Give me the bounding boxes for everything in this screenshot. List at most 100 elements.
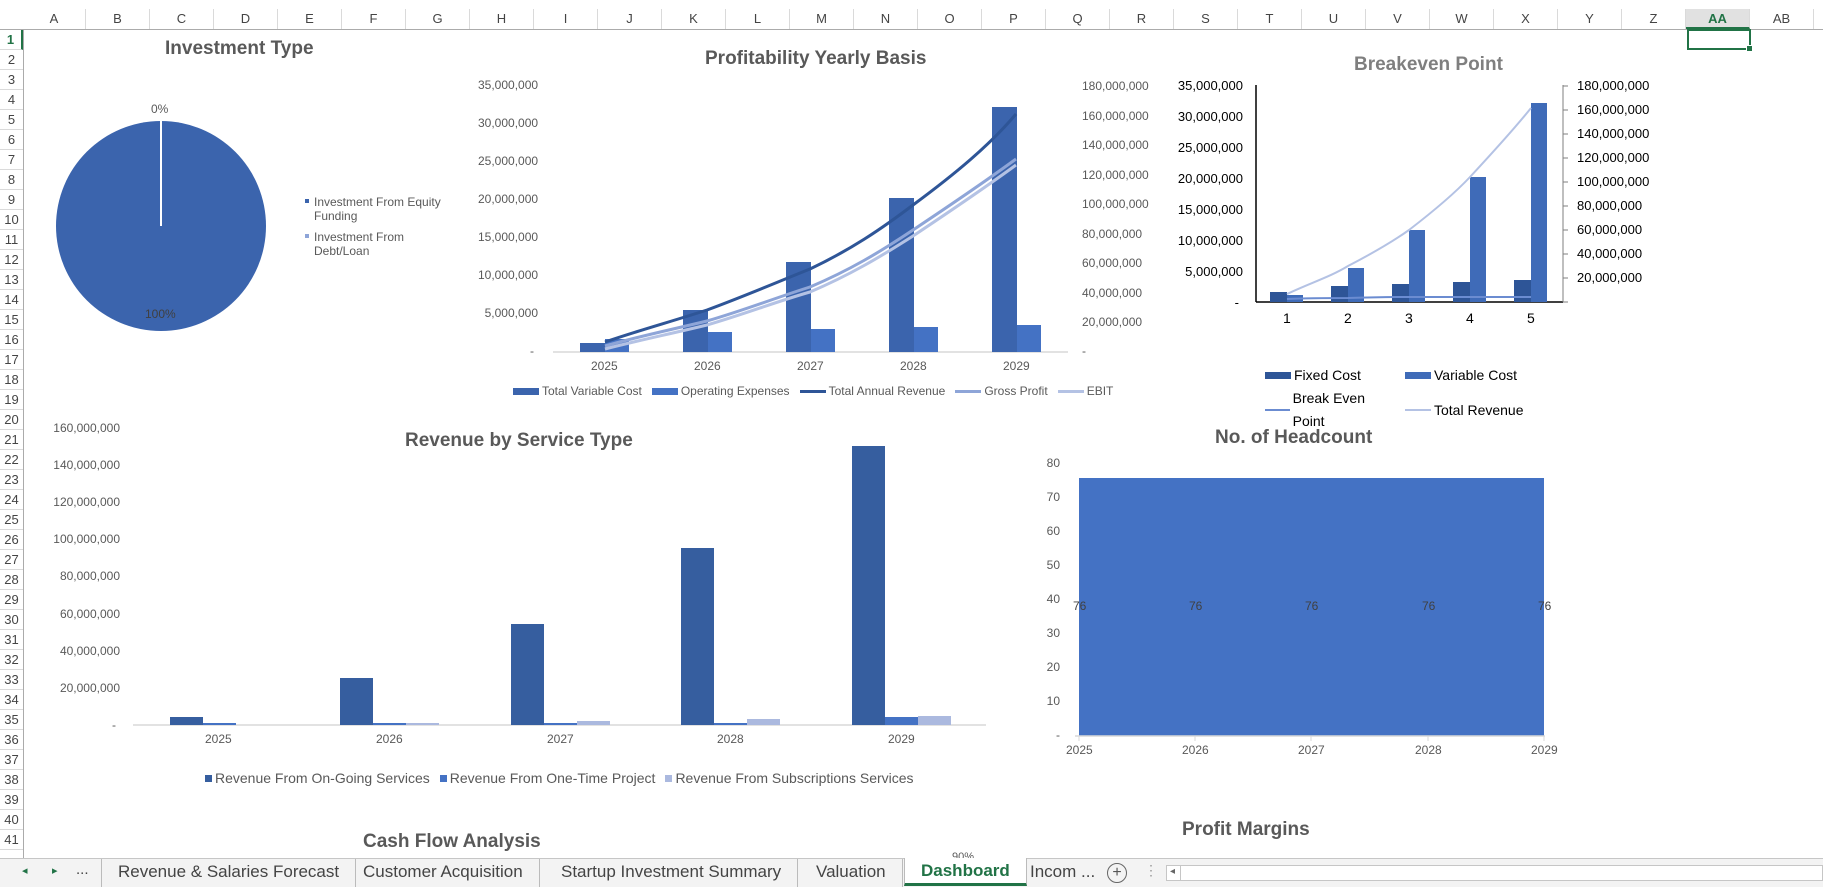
row-header-40[interactable]: 40 [0,810,23,830]
column-header-w[interactable]: W [1430,9,1494,29]
tab-income-truncated[interactable]: Incom ... [1030,862,1096,881]
column-header-g[interactable]: G [406,9,470,29]
y-axis-tick: 70 [1046,490,1060,504]
row-header-30[interactable]: 30 [0,610,23,630]
selected-cell-aa1[interactable] [1687,29,1753,52]
row-header-2[interactable]: 2 [0,50,23,70]
more-sheets-button[interactable]: ... [76,861,89,878]
row-header-32[interactable]: 32 [0,650,23,670]
column-header-f[interactable]: F [342,9,406,29]
row-header-36[interactable]: 36 [0,730,23,750]
x-axis-tick: 2027 [1298,743,1325,757]
row-header-38[interactable]: 38 [0,770,23,790]
left-axis-tick: 30,000,000 [1177,109,1243,124]
column-header-v[interactable]: V [1366,9,1430,29]
row-header-7[interactable]: 7 [0,150,23,170]
row-header-37[interactable]: 37 [0,750,23,770]
column-header-k[interactable]: K [662,9,726,29]
row-header-10[interactable]: 10 [0,210,23,230]
row-header-21[interactable]: 21 [0,430,23,450]
column-header-p[interactable]: P [982,9,1046,29]
row-header-9[interactable]: 9 [0,190,23,210]
splitter-handle[interactable]: ⋮ [1144,862,1158,878]
x-axis-tick: 5 [1527,310,1535,326]
column-header-o[interactable]: O [918,9,982,29]
legend-swatch [513,387,539,395]
row-header-23[interactable]: 23 [0,470,23,490]
column-header-x[interactable]: X [1494,9,1558,29]
column-header-z[interactable]: Z [1622,9,1686,29]
row-header-20[interactable]: 20 [0,410,23,430]
row-header-6[interactable]: 6 [0,130,23,150]
column-header-a[interactable]: A [23,9,86,29]
row-header-5[interactable]: 5 [0,110,23,130]
legend-item: Total Annual Revenue [799,384,945,398]
column-header-b[interactable]: B [86,9,150,29]
next-sheet-button[interactable]: ▸ [52,865,58,877]
row-header-33[interactable]: 33 [0,670,23,690]
scroll-left-icon[interactable]: ◂ [1170,866,1176,877]
row-header-31[interactable]: 31 [0,630,23,650]
row-header-19[interactable]: 19 [0,390,23,410]
row-header-14[interactable]: 14 [0,290,23,310]
right-axis-tick: 160,000,000 [1577,102,1650,117]
column-header-h[interactable]: H [470,9,534,29]
tab-dashboard[interactable]: Dashboard [904,858,1027,886]
row-header-27[interactable]: 27 [0,550,23,570]
row-header-18[interactable]: 18 [0,370,23,390]
row-header-26[interactable]: 26 [0,530,23,550]
row-header-29[interactable]: 29 [0,590,23,610]
tab-revenue-salaries-forecast[interactable]: Revenue & Salaries Forecast [101,859,357,887]
horizontal-scrollbar[interactable]: ◂ [1166,865,1823,881]
row-header-35[interactable]: 35 [0,710,23,730]
pie-legend: Investment From Equity Funding Investmen… [305,195,441,258]
row-header-39[interactable]: 39 [0,790,23,810]
column-header-i[interactable]: I [534,9,598,29]
row-header-28[interactable]: 28 [0,570,23,590]
column-header-s[interactable]: S [1174,9,1238,29]
column-header-t[interactable]: T [1238,9,1302,29]
row-header-13[interactable]: 13 [0,270,23,290]
column-header-c[interactable]: C [150,9,214,29]
tab-valuation[interactable]: Valuation [800,859,903,887]
row-header-41[interactable]: 41 [0,830,23,850]
row-header-8[interactable]: 8 [0,170,23,190]
column-header-y[interactable]: Y [1558,9,1622,29]
right-axis-tick: - [1082,344,1086,358]
column-header-n[interactable]: N [854,9,918,29]
column-header-u[interactable]: U [1302,9,1366,29]
row-header-1[interactable]: 1 [0,30,23,50]
row-header-24[interactable]: 24 [0,490,23,510]
column-header-d[interactable]: D [214,9,278,29]
breakeven-plot [1255,85,1568,303]
tab-customer-acquisition[interactable]: Customer Acquisition [347,859,540,887]
row-header-22[interactable]: 22 [0,450,23,470]
column-header-ab[interactable]: AB [1750,9,1814,29]
y-axis-tick: 10 [1046,694,1060,708]
row-header-12[interactable]: 12 [0,250,23,270]
add-sheet-icon[interactable]: + [1107,863,1127,883]
row-header-15[interactable]: 15 [0,310,23,330]
row-header-34[interactable]: 34 [0,690,23,710]
revenue-legend: Revenue From On-Going Services Revenue F… [205,770,914,786]
row-header-11[interactable]: 11 [0,230,23,250]
column-header-l[interactable]: L [726,9,790,29]
tab-startup-investment-summary[interactable]: Startup Investment Summary [545,859,799,887]
column-header-aa[interactable]: AA [1686,9,1750,29]
column-header-m[interactable]: M [790,9,854,29]
previous-sheet-button[interactable]: ◂ [22,865,28,877]
row-header-17[interactable]: 17 [0,350,23,370]
column-header-q[interactable]: Q [1046,9,1110,29]
right-axis-tick: 80,000,000 [1082,227,1143,241]
legend-swatch [205,774,212,782]
column-header-j[interactable]: J [598,9,662,29]
data-label: 76 [1305,599,1319,613]
column-header-r[interactable]: R [1110,9,1174,29]
row-header-3[interactable]: 3 [0,70,23,90]
row-header-4[interactable]: 4 [0,90,23,110]
legend-swatch-equity [305,199,309,203]
legend-item: Operating Expenses [651,384,790,398]
row-header-25[interactable]: 25 [0,510,23,530]
row-header-16[interactable]: 16 [0,330,23,350]
column-header-e[interactable]: E [278,9,342,29]
